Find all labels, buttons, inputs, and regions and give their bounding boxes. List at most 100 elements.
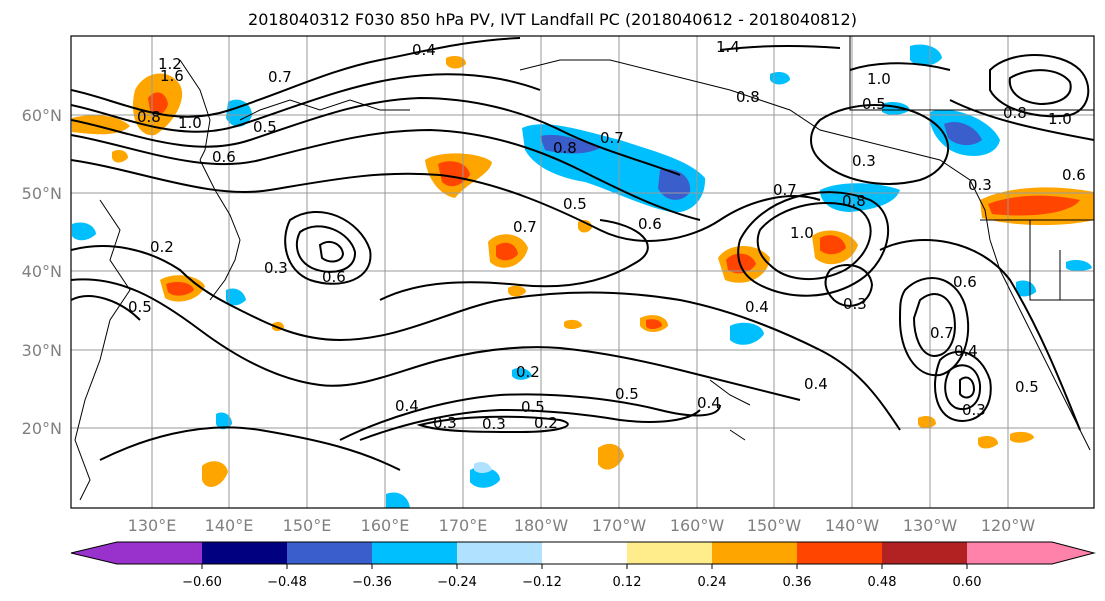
lon-axis: 130°E 140°E 150°E 160°E 170°E 180°W 170°… <box>128 516 1036 535</box>
contour-label: 0.3 <box>264 259 288 277</box>
negative-anomaly <box>226 99 252 127</box>
contour-lines <box>71 37 1094 471</box>
colorbar-swatch <box>882 542 967 564</box>
contour-label: 0.7 <box>268 68 292 86</box>
colorbar-tick-label: 0.24 <box>698 575 727 590</box>
contour-label: 0.8 <box>1003 104 1027 122</box>
contour-label: 1.6 <box>160 67 184 85</box>
colorbar-swatch <box>542 542 627 564</box>
contour-line <box>737 191 889 297</box>
coastline <box>179 59 211 161</box>
contour-label: 0.7 <box>600 129 624 147</box>
contour-label: 0.2 <box>516 363 540 381</box>
positive-anomaly <box>918 416 936 429</box>
positive-anomaly <box>726 253 756 274</box>
positive-anomaly <box>598 443 624 470</box>
contour-label: 0.4 <box>412 41 436 59</box>
positive-anomaly <box>564 319 582 329</box>
colorbar-outline <box>70 541 1096 565</box>
negative-anomaly <box>474 462 492 473</box>
contour-line <box>879 239 1081 431</box>
colorbar-tick-label: −0.24 <box>437 575 477 590</box>
contour-label: 0.4 <box>804 375 828 393</box>
negative-anomaly <box>540 134 600 154</box>
contour-line <box>284 210 372 285</box>
contour-label: 0.2 <box>150 238 174 256</box>
contour-label: 0.3 <box>482 415 506 433</box>
contour-line <box>719 44 841 51</box>
lon-tick-label: 160°W <box>670 516 725 535</box>
positive-anomaly <box>508 285 526 297</box>
contour-label: 0.6 <box>638 215 662 233</box>
contour-line <box>71 278 801 401</box>
lat-tick-label: 60°N <box>22 106 62 125</box>
contour-label: 0.7 <box>773 181 797 199</box>
lon-tick-label: 160°E <box>361 516 410 535</box>
contour-line <box>339 393 721 441</box>
negative-anomaly <box>820 183 900 212</box>
positive-anomaly <box>646 319 662 329</box>
contour-line <box>71 37 521 118</box>
lon-tick-label: 140°W <box>825 516 880 535</box>
negative-anomaly <box>910 44 942 66</box>
contour-label: 0.5 <box>521 398 545 416</box>
contour-line <box>934 350 992 422</box>
negative-anomaly <box>944 121 982 146</box>
lon-tick-label: 130°W <box>903 516 958 535</box>
positive-anomaly <box>1010 431 1034 443</box>
colorbar-min-extend <box>71 542 117 564</box>
colorbar-swatch <box>712 542 797 564</box>
colorbar-tick-label: −0.48 <box>267 575 307 590</box>
contour-label: 0.5 <box>1015 378 1039 396</box>
contour-line <box>295 225 357 273</box>
contour-label: 1.2 <box>158 55 182 73</box>
coastline <box>519 59 991 241</box>
page-title: 2018040312 F030 850 hPa PV, IVT Landfall… <box>248 10 857 29</box>
contour-line <box>824 264 874 307</box>
contour-label: 0.8 <box>553 139 577 157</box>
contour-line <box>912 293 956 358</box>
negative-anomaly <box>470 467 500 488</box>
contour-line <box>71 128 701 221</box>
negative-anomaly <box>1066 260 1092 271</box>
colorbar-swatch <box>967 542 1052 564</box>
contour-line <box>944 364 982 410</box>
lon-tick-label: 180°W <box>514 516 569 535</box>
contour-label: 1.0 <box>1048 110 1072 128</box>
positive-anomaly <box>202 461 228 487</box>
contour-labels: 1.2 1.6 0.8 1.0 0.7 0.5 0.6 0.4 1.4 0.8 … <box>128 38 1086 433</box>
negative-anomaly <box>770 72 790 85</box>
contour-line <box>416 415 569 434</box>
contour-label: 0.5 <box>862 95 886 113</box>
lon-tick-label: 170°E <box>439 516 488 535</box>
map-background <box>71 36 1094 508</box>
contour-line <box>898 277 970 377</box>
contour-label: 0.8 <box>137 108 161 126</box>
contour-label: 0.3 <box>843 295 867 313</box>
contour-label: 0.5 <box>563 195 587 213</box>
contour-label: 0.3 <box>968 176 992 194</box>
map-border <box>70 35 1095 509</box>
contour-label: 0.3 <box>852 152 876 170</box>
positive-anomaly <box>72 115 130 135</box>
contour-label: 1.0 <box>790 224 814 242</box>
colorbar-swatch <box>372 542 457 564</box>
lat-tick-label: 50°N <box>22 184 62 203</box>
negative-anomaly <box>216 412 232 430</box>
coastline <box>849 36 1094 111</box>
negative-anomaly <box>226 288 246 306</box>
lon-tick-label: 140°E <box>205 516 254 535</box>
contour-label: 0.6 <box>1062 166 1086 184</box>
coastlines <box>74 36 1094 501</box>
colorbar-tick-label: 0.36 <box>783 575 812 590</box>
coastline <box>709 379 751 441</box>
positive-anomaly <box>446 56 466 69</box>
contour-line <box>99 426 401 471</box>
colorbar-swatch <box>287 542 372 564</box>
contour-line <box>379 219 649 301</box>
contour-label: 1.0 <box>867 70 891 88</box>
coastline <box>989 239 1091 451</box>
contour-line <box>756 202 872 281</box>
positive-anomaly <box>988 195 1080 216</box>
